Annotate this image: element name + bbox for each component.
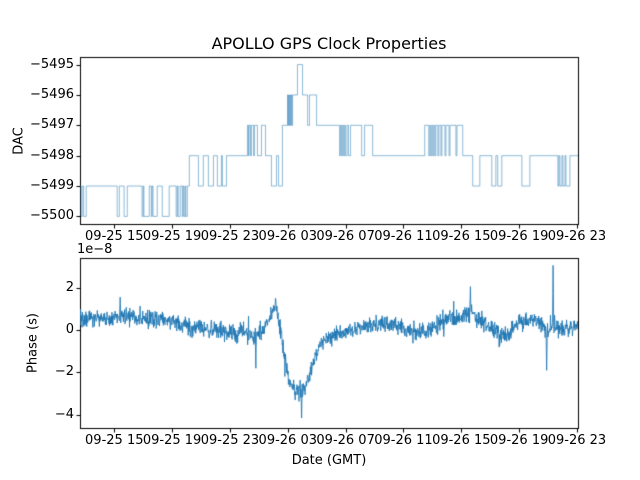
x-tick-label: 09-25 23 <box>200 229 260 244</box>
figure-title: APOLLO GPS Clock Properties <box>211 34 447 53</box>
x-tick-label: 09-26 19 <box>489 229 549 244</box>
y-tick-label: 2 <box>65 279 74 295</box>
x-tick-label: 09-26 03 <box>258 229 318 244</box>
x-tick-label: 09-25 19 <box>142 229 202 244</box>
x-tick-label: 09-25 19 <box>142 433 202 448</box>
y-tick-label: −5497 <box>30 117 74 133</box>
x-tick-label: 09-26 15 <box>432 229 491 244</box>
x-tick-label: 09-25 23 <box>200 433 260 448</box>
y-tick-label: −5499 <box>30 178 74 194</box>
y-tick-label: −5496 <box>30 86 74 102</box>
y-tick-label: −4 <box>54 406 74 422</box>
y-tick-label: 0 <box>65 322 74 338</box>
x-tick-label: 09-26 03 <box>258 433 318 448</box>
y-tick-label: −5495 <box>30 56 74 72</box>
x-axis-label: Date (GMT) <box>291 453 367 468</box>
x-tick-label: 09-26 11 <box>374 433 433 448</box>
phase-offset-text: 1e−8 <box>77 242 113 257</box>
x-tick-label: 09-26 19 <box>489 433 549 448</box>
x-tick-label: 09-25 15 <box>85 433 144 448</box>
x-tick-label: 09-26 23 <box>547 433 607 448</box>
y-tick-label: −5498 <box>30 147 74 163</box>
x-tick-label: 09-26 15 <box>432 433 491 448</box>
x-tick-label: 09-26 23 <box>547 229 607 244</box>
y-tick-label: −2 <box>54 364 74 380</box>
x-tick-label: 09-26 07 <box>316 229 375 244</box>
x-tick-label: 09-25 15 <box>85 229 144 244</box>
x-tick-label: 09-26 11 <box>374 229 433 244</box>
y-tick-label: −5500 <box>30 208 74 224</box>
x-tick-label: 09-26 07 <box>316 433 375 448</box>
